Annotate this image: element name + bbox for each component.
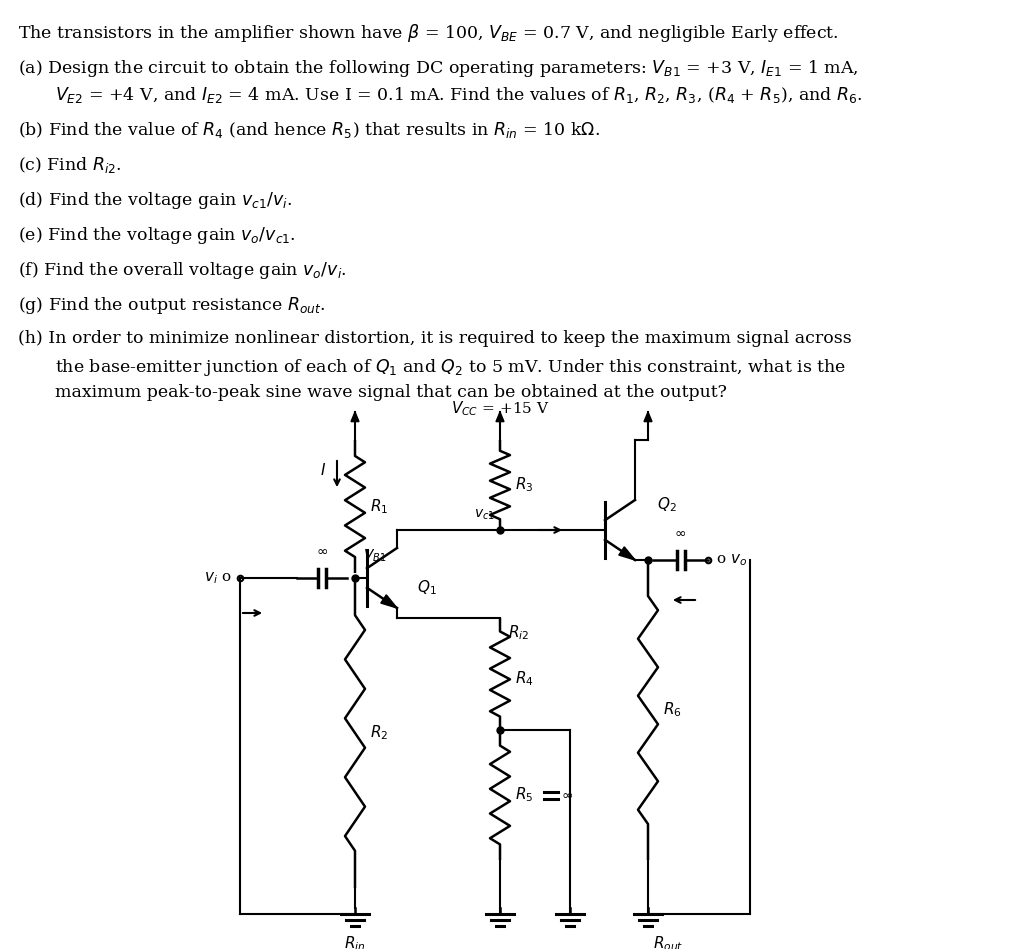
Text: o $v_o$: o $v_o$ <box>716 552 748 568</box>
Text: (a) Design the circuit to obtain the following DC operating parameters: $V_{B1}$: (a) Design the circuit to obtain the fol… <box>18 58 858 79</box>
Polygon shape <box>381 595 397 608</box>
Text: $R_1$: $R_1$ <box>370 497 388 516</box>
Polygon shape <box>618 547 635 560</box>
Text: (f) Find the overall voltage gain $v_o/v_i$.: (f) Find the overall voltage gain $v_o/v… <box>18 260 347 281</box>
Text: $R_{i2}$: $R_{i2}$ <box>508 623 529 642</box>
Text: maximum peak-to-peak sine wave signal that can be obtained at the output?: maximum peak-to-peak sine wave signal th… <box>55 384 727 401</box>
Text: $R_3$: $R_3$ <box>515 475 534 494</box>
Text: $R_{in}$: $R_{in}$ <box>344 934 366 949</box>
Text: (e) Find the voltage gain $v_o/v_{c1}$.: (e) Find the voltage gain $v_o/v_{c1}$. <box>18 225 296 246</box>
Text: $\infty$: $\infty$ <box>675 526 686 540</box>
Text: (h) In order to minimize nonlinear distortion, it is required to keep the maximu: (h) In order to minimize nonlinear disto… <box>18 330 852 347</box>
Text: (b) Find the value of $R_4$ (and hence $R_5$) that results in $R_{in}$ = 10 k$\O: (b) Find the value of $R_4$ (and hence $… <box>18 120 600 140</box>
Text: $v_i$ o: $v_i$ o <box>205 570 232 586</box>
Text: (c) Find $R_{i2}$.: (c) Find $R_{i2}$. <box>18 155 122 175</box>
Text: $V_{E2}$ = +4 V, and $I_{E2}$ = 4 mA. Use I = 0.1 mA. Find the values of $R_1$, : $V_{E2}$ = +4 V, and $I_{E2}$ = 4 mA. Us… <box>55 85 862 105</box>
Text: The transistors in the amplifier shown have $\beta$ = 100, $V_{BE}$ = 0.7 V, and: The transistors in the amplifier shown h… <box>18 22 839 44</box>
Text: $V_{CC}$ = +15 V: $V_{CC}$ = +15 V <box>451 400 549 418</box>
Polygon shape <box>496 412 504 421</box>
Polygon shape <box>351 412 359 421</box>
Text: $\infty$: $\infty$ <box>561 788 573 802</box>
Text: (g) Find the output resistance $R_{out}$.: (g) Find the output resistance $R_{out}$… <box>18 295 326 316</box>
Text: $R_4$: $R_4$ <box>515 670 534 688</box>
Text: $I$: $I$ <box>319 462 326 478</box>
Text: the base-emitter junction of each of $Q_1$ and $Q_2$ to 5 mV. Under this constra: the base-emitter junction of each of $Q_… <box>55 357 846 378</box>
Text: $R_{out}$: $R_{out}$ <box>653 934 683 949</box>
Text: $R_2$: $R_2$ <box>370 724 388 742</box>
Text: $\infty$: $\infty$ <box>316 544 328 558</box>
Text: $Q_2$: $Q_2$ <box>657 495 677 514</box>
Text: $Q_1$: $Q_1$ <box>417 579 436 597</box>
Text: $V_{B1}$: $V_{B1}$ <box>362 548 386 564</box>
Text: $R_5$: $R_5$ <box>515 786 534 805</box>
Text: $R_6$: $R_6$ <box>663 700 682 719</box>
Text: $v_{c1}$: $v_{c1}$ <box>474 508 495 522</box>
Polygon shape <box>644 412 652 421</box>
Text: (d) Find the voltage gain $v_{c1}/v_i$.: (d) Find the voltage gain $v_{c1}/v_i$. <box>18 190 293 211</box>
